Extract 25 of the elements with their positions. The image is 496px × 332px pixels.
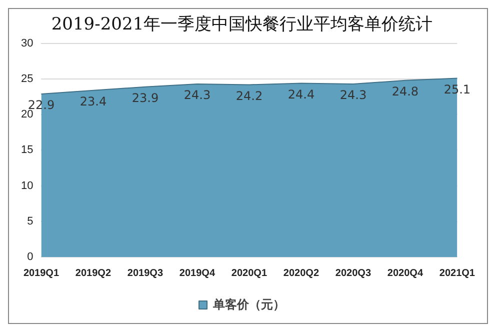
- x-tick-label: 2020Q4: [387, 268, 424, 279]
- x-tick-label: 2019Q1: [23, 268, 60, 279]
- y-tick-label: 5: [27, 215, 34, 228]
- data-label: 24.3: [184, 88, 211, 102]
- x-tick-label: 2019Q4: [179, 268, 216, 279]
- x-tick-label: 2020Q2: [283, 268, 320, 279]
- data-label: 24.3: [340, 88, 367, 102]
- x-tick-label: 2021Q1: [439, 268, 476, 279]
- y-tick-label: 15: [20, 144, 34, 156]
- y-tick-label: 20: [20, 108, 34, 121]
- y-tick-label: 0: [27, 251, 34, 264]
- y-tick-label: 30: [20, 37, 34, 50]
- x-tick-label: 2019Q3: [127, 268, 164, 279]
- x-tick-label: 2019Q2: [75, 268, 112, 279]
- y-tick-label: 10: [20, 180, 34, 192]
- data-label: 23.4: [80, 94, 107, 109]
- data-label: 23.9: [132, 90, 159, 105]
- x-tick-label: 2020Q3: [335, 268, 372, 279]
- x-tick-label: 2020Q1: [231, 268, 268, 279]
- chart-title: 2019-2021年一季度中国快餐行业平均客单价统计: [51, 14, 433, 35]
- y-tick-label: 25: [20, 73, 34, 86]
- data-label: 24.4: [288, 87, 315, 102]
- data-label: 24.2: [236, 88, 263, 103]
- data-label: 24.8: [392, 84, 419, 99]
- legend-label: 单客价（元）: [212, 297, 285, 312]
